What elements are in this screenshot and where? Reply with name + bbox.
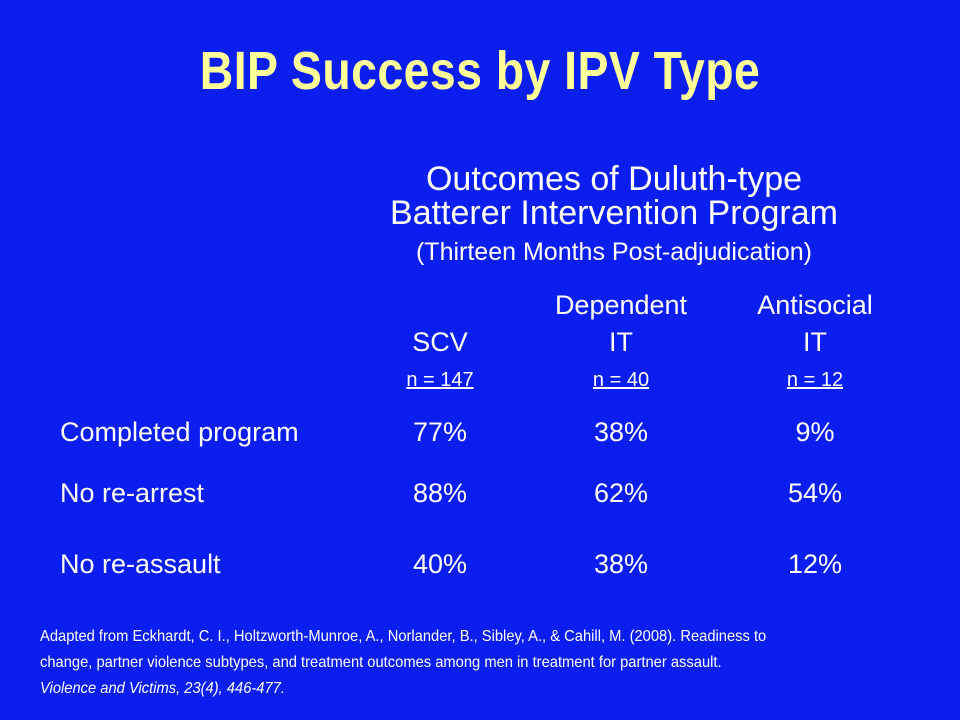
column-n-antisocial: n = 12 [786, 369, 844, 391]
row-label-rearrest: No re-arrest [60, 478, 205, 508]
row-label-reassault: No re-assault [60, 549, 221, 579]
cell-completed-antisocial: 9% [795, 417, 835, 447]
column-header-scv: SCV [412, 327, 468, 357]
citation-line-1: Adapted from Eckhardt, C. I., Holtzworth… [40, 628, 767, 645]
subtitle-line-2: Batterer Intervention Program [390, 194, 838, 232]
cell-completed-scv: 77% [412, 417, 468, 447]
subtitle-line-1: Outcomes of Duluth-type [425, 160, 803, 198]
cell-rearrest-dependent: 62% [593, 478, 649, 508]
column-n-dependent: n = 40 [592, 369, 650, 391]
citation-journal: Violence and Victims, 23(4), 446-477. [40, 680, 285, 697]
cell-reassault-dependent: 38% [593, 549, 649, 579]
citation: Adapted from Eckhardt, C. I., Holtzworth… [40, 624, 868, 702]
column-header-dependent: Dependent [554, 290, 688, 320]
citation-line-2: change, partner violence subtypes, and t… [40, 654, 722, 671]
slide-title: BIP Success by IPV Type [199, 41, 761, 101]
cell-reassault-antisocial: 12% [787, 549, 843, 579]
cell-rearrest-antisocial: 54% [787, 478, 843, 508]
column-header-antisocial: Antisocial [757, 290, 873, 320]
column-n-scv: n = 147 [406, 369, 474, 391]
column-header-antisocial-it: IT [803, 327, 827, 357]
column-header-dependent-it: IT [609, 327, 633, 357]
cell-rearrest-scv: 88% [412, 478, 468, 508]
cell-reassault-scv: 40% [412, 549, 468, 579]
subtitle-line-3: (Thirteen Months Post-adjudication) [415, 238, 813, 266]
cell-completed-dependent: 38% [593, 417, 649, 447]
row-label-completed: Completed program [60, 417, 299, 447]
